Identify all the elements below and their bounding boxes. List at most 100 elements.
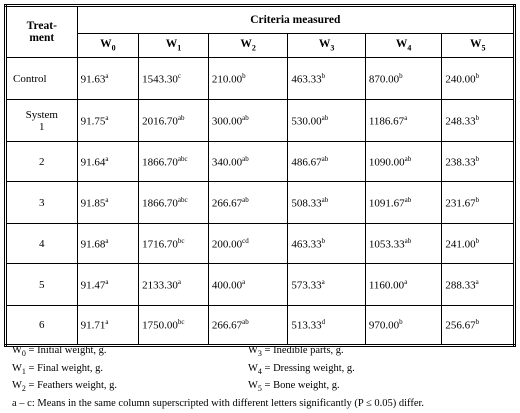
cell-value: 530.00 xyxy=(291,115,322,128)
cell: 91.75a xyxy=(76,99,140,142)
row-label: 6 xyxy=(5,305,78,346)
superscript: abc xyxy=(177,195,188,204)
column-header: W5 xyxy=(441,33,515,58)
cell-value: 870.00 xyxy=(368,73,400,86)
cell-value: 1090.00 xyxy=(368,156,405,169)
cell-value: 1053.33 xyxy=(368,238,405,251)
cell-value: 2016.70 xyxy=(142,115,178,128)
superscript: bc xyxy=(177,236,185,245)
subscript: 5 xyxy=(481,43,486,53)
cell: 91.85a xyxy=(76,181,140,224)
symbol: W xyxy=(248,380,258,392)
cell: 231.67b xyxy=(441,181,515,224)
legend-entry: W2 = Feathers weight, g. xyxy=(12,379,248,397)
superscript: b xyxy=(321,71,326,80)
cell: 91.71a xyxy=(76,305,140,346)
superscript: ab xyxy=(321,113,329,122)
cell: 2016.70ab xyxy=(138,99,209,142)
symbol: W xyxy=(12,345,22,356)
superscript: d xyxy=(321,318,326,327)
cell: 1866.70abc xyxy=(138,141,209,182)
label-line: ment xyxy=(29,32,55,44)
cell: 573.33a xyxy=(287,263,366,306)
symbol: W xyxy=(165,38,178,51)
cell: 300.00ab xyxy=(207,99,289,142)
label-line: 1 xyxy=(39,120,45,133)
note: a – c: Means in the same column superscr… xyxy=(12,397,425,409)
row-label: 4 xyxy=(5,223,78,264)
row-label: System 1 xyxy=(5,99,78,142)
legend-text: = Initial weight, g. xyxy=(28,345,107,356)
subscript: 5 xyxy=(257,384,262,394)
cell-value: 513.33 xyxy=(291,319,322,332)
cell: 91.64a xyxy=(76,141,140,182)
cell: 1716.70bc xyxy=(138,223,209,264)
cell-value: 508.33 xyxy=(291,197,322,210)
symbol: W xyxy=(469,38,482,51)
cell-value: 2133.30 xyxy=(142,279,178,292)
cell-value: 248.33 xyxy=(445,115,476,128)
cell-value: 486.67 xyxy=(291,156,322,169)
cell: 210.00b xyxy=(207,57,289,100)
cell-value: 463.33 xyxy=(291,238,322,251)
cell: 340.00ab xyxy=(207,141,289,182)
symbol: W xyxy=(395,38,408,51)
superscript: b xyxy=(321,236,326,245)
cell: 266.67ab xyxy=(207,305,289,346)
cell-value: 200.00 xyxy=(211,238,243,251)
superscript: a xyxy=(242,277,246,286)
superscript: a xyxy=(177,277,182,286)
superscript: a xyxy=(321,277,325,286)
cell: 1750.00bc xyxy=(138,305,209,346)
cell: 91.63a xyxy=(76,57,140,100)
symbol: W xyxy=(12,380,22,392)
cell-value: 91.71 xyxy=(80,319,106,332)
subscript: 1 xyxy=(177,43,182,53)
superscript: ab xyxy=(321,195,329,204)
cell-value: 1750.00 xyxy=(142,319,178,332)
superscript: a xyxy=(105,154,109,163)
cell: 400.00a xyxy=(207,263,289,306)
legend-text: = Bone weight, g. xyxy=(264,380,340,392)
column-header: W0 xyxy=(76,33,140,58)
table-row: 3 91.85a 1866.70abc 266.67ab 508.33ab 1091.67… xyxy=(5,181,515,224)
cell: 2133.30a xyxy=(138,263,209,306)
cell: 463.33b xyxy=(287,223,366,264)
table-row: Control 91.63a 1543.30c 210.00b 463.33b 870.0… xyxy=(5,57,515,100)
label-line: Treat- xyxy=(26,20,57,32)
cell: 1090.00ab xyxy=(364,141,443,182)
superscript: b xyxy=(242,71,246,80)
superscript: ab xyxy=(242,318,249,327)
superscript: ab xyxy=(321,154,329,163)
footnotes: W0 = Initial weight, g. W3 = Inedible par… xyxy=(12,344,512,411)
label-line: Control xyxy=(13,72,47,85)
row-label: 2 xyxy=(5,141,78,182)
cell-value: 91.75 xyxy=(80,115,106,128)
cell-value: 1543.30 xyxy=(142,73,178,86)
cell: 200.00cd xyxy=(207,223,289,264)
symbol: W xyxy=(248,362,258,374)
cell-value: 91.68 xyxy=(80,238,106,251)
superscript: b xyxy=(475,236,480,245)
cell: 1543.30c xyxy=(138,57,209,100)
superscript: ab xyxy=(404,154,412,163)
cell: 508.33ab xyxy=(287,181,366,224)
column-header: W2 xyxy=(207,33,289,58)
cell: 241.00b xyxy=(441,223,515,264)
superscript: a xyxy=(404,277,408,286)
symbol: W xyxy=(248,345,258,356)
header-row: Treat-ment Criteria measured xyxy=(5,5,516,58)
cell-value: 1866.70 xyxy=(142,197,178,210)
symbol: W xyxy=(12,362,22,374)
legend: W0 = Initial weight, g. W3 = Inedible par… xyxy=(12,344,512,397)
row-label: 5 xyxy=(5,263,78,306)
symbol: W xyxy=(318,38,331,51)
column-header: W4 xyxy=(364,33,443,58)
superscript: ab xyxy=(404,195,412,204)
subscript: 2 xyxy=(251,43,256,53)
cell: 266.67ab xyxy=(207,181,289,224)
cell-value: 288.33 xyxy=(445,279,476,292)
superscript: ab xyxy=(242,195,249,204)
cell: 288.33a xyxy=(441,263,515,306)
superscript: a xyxy=(105,277,109,286)
